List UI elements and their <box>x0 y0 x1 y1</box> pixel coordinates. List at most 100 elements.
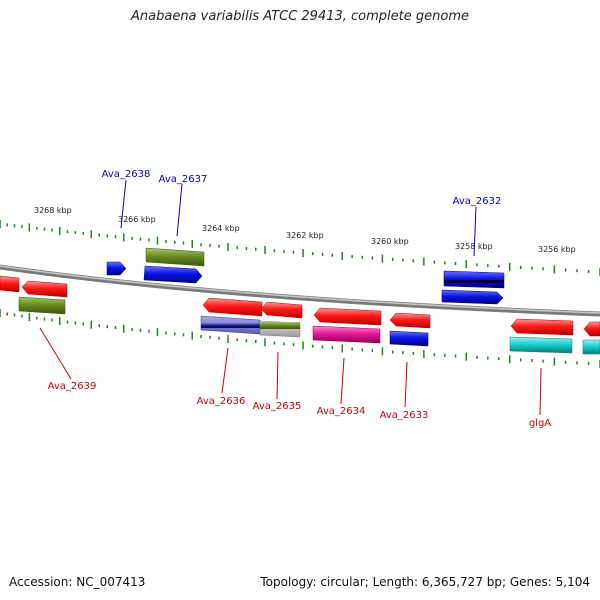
gene-arrow-ava-2640[interactable] <box>21 280 68 298</box>
label-leader <box>404 361 408 408</box>
scale-tick-outer <box>209 243 211 247</box>
scale-tick-inner <box>59 317 61 325</box>
scale-tick-inner <box>82 322 84 326</box>
scale-tick-inner <box>465 352 467 361</box>
scale-tick-inner <box>182 333 185 337</box>
scale-tick-outer <box>476 263 478 267</box>
label-leader <box>340 357 345 405</box>
scale-tick-outer <box>66 230 69 234</box>
scale-tick-inner <box>392 350 394 354</box>
scale-tick-outer <box>392 257 394 261</box>
label-leader <box>39 327 72 380</box>
scale-tick-outer <box>51 228 53 232</box>
scale-tick-inner <box>273 341 276 345</box>
scale-tick-outer <box>564 268 567 272</box>
scale-tick-outer <box>182 241 185 245</box>
scale-tick-outer <box>255 247 257 251</box>
gene-arrow-left-edge[interactable] <box>0 275 20 293</box>
gene-label-ava-2632[interactable]: Ava_2632 <box>453 196 502 207</box>
label-leader <box>539 367 542 416</box>
scale-tick-inner <box>371 349 374 353</box>
gene-arrow-ava-2638[interactable] <box>106 261 127 276</box>
scale-tick-inner <box>245 339 248 343</box>
scale-tick-inner <box>498 357 500 361</box>
scale-tick-inner <box>302 341 304 350</box>
gene-arrow-ava-2635[interactable] <box>260 301 303 319</box>
gene-arrow-ava-2637-b[interactable] <box>143 265 203 284</box>
scale-tick-outer <box>312 252 314 256</box>
gene-arrow-ava-2634-b[interactable] <box>312 325 381 344</box>
gene-arrow-ava-2633[interactable] <box>389 312 431 329</box>
scale-tick-inner <box>312 344 314 348</box>
scale-tick-inner <box>423 350 425 359</box>
scale-tick-outer <box>148 238 150 242</box>
scale-tick-outer <box>498 264 500 268</box>
scale-tick-inner <box>553 357 556 366</box>
gene-arrow-ava-2632-band <box>444 280 504 283</box>
scale-label: 3262 kbp <box>286 231 324 240</box>
gene-label-ava-2639[interactable]: Ava_2639 <box>48 381 97 392</box>
scale-tick-inner <box>21 314 23 318</box>
gene-arrow-right-edge[interactable] <box>583 321 600 337</box>
scale-tick-outer <box>21 225 23 229</box>
scale-tick-outer <box>520 266 522 269</box>
scale-tick-outer <box>351 255 353 259</box>
gene-arrow-glga[interactable] <box>510 318 574 336</box>
scale-tick-outer <box>576 269 578 273</box>
scale-tick-outer <box>131 236 133 240</box>
gene-arrow-ava-2632[interactable] <box>443 270 505 289</box>
scale-label: 3266 kbp <box>118 215 156 224</box>
map-title: Anabaena variabilis ATCC 29413, complete… <box>131 9 469 24</box>
gene-label-ava-2636[interactable]: Ava_2636 <box>197 396 246 407</box>
gene-label-ava-2635[interactable]: Ava_2635 <box>253 401 302 412</box>
scale-tick-inner <box>165 331 167 335</box>
scale-tick-inner <box>66 320 69 324</box>
gene-arrow-ava-2634[interactable] <box>313 307 382 326</box>
genome-summary-text: Topology: circular; Length: 6,365,727 bp… <box>260 575 590 589</box>
scale-label: 3268 kbp <box>34 206 72 215</box>
scale-tick-outer <box>341 251 343 260</box>
gene-arrow-ava-2635-band <box>260 322 300 329</box>
gene-arrow-ava-2637[interactable] <box>145 247 205 267</box>
scale-tick-inner <box>148 329 150 333</box>
gene-arrow-ava-2639[interactable] <box>18 296 66 315</box>
scale-tick-inner <box>576 361 578 365</box>
scale-tick-inner <box>381 347 384 356</box>
scale-tick-outer <box>114 235 117 239</box>
scale-tick-inner <box>106 325 109 329</box>
gene-label-ava-2634[interactable]: Ava_2634 <box>317 406 366 417</box>
scale-tick-outer <box>292 250 295 254</box>
scale-tick-outer <box>487 264 489 268</box>
scale-tick-inner <box>520 358 522 362</box>
gene-arrow-ava-2631[interactable] <box>441 289 504 305</box>
scale-tick-outer <box>106 234 109 238</box>
scale-tick-outer <box>454 262 457 265</box>
scale-tick-inner <box>454 354 457 358</box>
scale-tick-outer <box>302 249 304 257</box>
scale-tick-outer <box>321 252 324 256</box>
gene-label-ava-2633[interactable]: Ava_2633 <box>380 410 429 421</box>
scale-tick-inner <box>0 309 1 317</box>
label-leader <box>276 351 279 400</box>
scale-tick-outer <box>433 260 436 264</box>
gene-arrow-glga-b[interactable] <box>509 336 573 354</box>
scale-tick-inner <box>131 328 133 331</box>
gene-label-ava-2638[interactable]: Ava_2638 <box>102 169 151 180</box>
scale-tick-outer <box>59 226 61 235</box>
scale-tick-outer <box>139 237 142 241</box>
gene-label-glga[interactable]: glgA <box>529 418 551 429</box>
scale-tick-outer <box>264 246 266 254</box>
label-leader <box>473 206 477 257</box>
scale-tick-inner <box>509 355 511 364</box>
scale-tick-inner <box>51 318 53 322</box>
gene-arrow-right-edge-b[interactable] <box>582 339 600 355</box>
scale-tick-inner <box>283 342 285 346</box>
gene-label-ava-2637[interactable]: Ava_2637 <box>159 174 208 185</box>
scale-tick-outer <box>82 231 84 235</box>
gene-arrow-ava-2636[interactable] <box>202 297 263 317</box>
scale-tick-outer <box>331 253 334 257</box>
scale-tick-inner <box>209 335 211 339</box>
scale-tick-inner <box>6 312 8 316</box>
gene-arrow-ava-2633-b[interactable] <box>389 330 429 347</box>
scale-tick-outer <box>74 231 77 235</box>
